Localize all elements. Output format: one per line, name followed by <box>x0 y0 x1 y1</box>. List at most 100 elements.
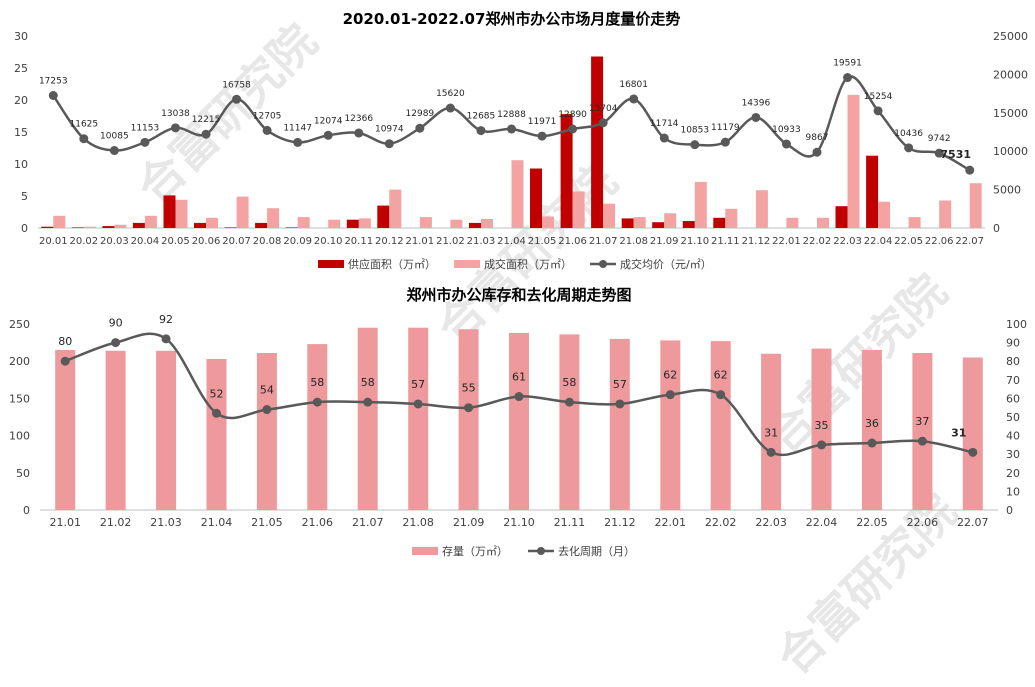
x-tick-label: 21.06 <box>558 236 587 247</box>
legend-label: 存量（万㎡） <box>442 544 508 558</box>
data-label: 12366 <box>344 114 373 124</box>
supply-bar <box>163 195 176 228</box>
deal-bar <box>236 196 249 228</box>
line-point <box>363 397 373 407</box>
line-point <box>201 129 211 139</box>
line-point <box>904 143 914 153</box>
line-point <box>665 390 675 400</box>
deal-bar <box>939 200 952 228</box>
data-label: 12888 <box>497 110 526 120</box>
line-point <box>323 130 333 140</box>
x-tick-label: 21.12 <box>604 516 636 529</box>
line-point <box>111 338 121 348</box>
data-label: 62 <box>714 369 728 382</box>
x-tick-label: 22.02 <box>705 516 737 529</box>
x-tick-label: 21.05 <box>251 516 283 529</box>
line-point <box>629 94 639 104</box>
x-tick-label: 21.10 <box>680 236 709 247</box>
x-tick-label: 22.06 <box>925 236 954 247</box>
data-label: 15620 <box>436 89 465 99</box>
legend-label: 成交均价（元/㎡） <box>620 257 712 271</box>
line-point <box>413 399 423 409</box>
deal-bar <box>725 208 738 228</box>
data-label: 12989 <box>406 109 435 119</box>
y-left-tick-label: 200 <box>9 355 30 368</box>
line-point <box>812 147 822 157</box>
data-label: 16801 <box>619 80 648 90</box>
deal-bar <box>206 217 218 228</box>
x-tick-label: 21.02 <box>100 516 132 529</box>
data-label: 55 <box>462 382 476 395</box>
x-tick-label: 21.03 <box>467 236 496 247</box>
line-point <box>564 397 574 407</box>
y-right-tick-label: 20 <box>1006 467 1020 480</box>
data-label: 58 <box>310 376 324 389</box>
line-point <box>965 165 975 175</box>
line-point <box>598 118 608 128</box>
line-point <box>514 392 524 402</box>
y-left-tick-label: 10 <box>14 158 28 171</box>
data-label: 58 <box>361 376 375 389</box>
line-point <box>48 90 58 100</box>
stock-bar <box>861 350 882 510</box>
legend-swatch <box>454 260 480 268</box>
legend-label: 去化周期（月） <box>558 544 635 558</box>
supply-bar <box>560 114 573 228</box>
deal-bar <box>755 190 768 228</box>
line-point <box>751 112 761 122</box>
deal-bar <box>53 215 66 228</box>
x-tick-label: 22.04 <box>806 516 838 529</box>
y-right-tick-label: 0 <box>1006 504 1013 517</box>
x-tick-label: 20.02 <box>70 236 99 247</box>
supply-bar <box>132 222 145 228</box>
supply-bar <box>621 218 634 228</box>
line-point <box>507 124 516 134</box>
y-right-tick-label: 50 <box>1006 411 1020 424</box>
data-label: 62 <box>663 369 677 382</box>
x-tick-label: 21.07 <box>352 516 384 529</box>
x-tick-label: 21.07 <box>589 236 618 247</box>
deal-bar <box>175 199 188 228</box>
y-right-tick-label: 70 <box>1006 374 1020 387</box>
x-tick-label: 21.05 <box>528 236 557 247</box>
y-right-tick-label: 30 <box>1006 448 1020 461</box>
line-point <box>415 123 425 133</box>
y-left-tick-label: 20 <box>14 94 28 107</box>
supply-bar <box>71 227 84 228</box>
x-tick-label: 21.08 <box>619 236 648 247</box>
supply-bar <box>224 227 237 228</box>
data-label: 10933 <box>772 125 801 135</box>
line-point <box>568 124 578 134</box>
line-point <box>968 447 978 457</box>
line-point <box>60 356 70 366</box>
x-tick-label: 22.03 <box>833 236 862 247</box>
legend-swatch <box>599 260 607 268</box>
line-point <box>161 334 171 344</box>
data-label: 11147 <box>283 123 312 133</box>
data-label: 61 <box>512 371 526 384</box>
y-left-tick-label: 0 <box>21 222 28 235</box>
x-tick-label: 22.01 <box>655 516 687 529</box>
stock-bar <box>660 340 681 510</box>
x-tick-label: 21.04 <box>497 236 526 247</box>
deal-bar <box>358 218 371 228</box>
line-point <box>817 440 827 450</box>
x-tick-label: 21.08 <box>402 516 434 529</box>
stock-bar <box>710 341 731 510</box>
data-label: 11625 <box>70 120 99 130</box>
data-label: 11714 <box>650 119 679 129</box>
supply-bar <box>41 226 54 228</box>
x-tick-label: 21.11 <box>554 516 586 529</box>
y-right-tick-label: 10 <box>1006 485 1020 498</box>
x-tick-label: 22.01 <box>772 236 801 247</box>
data-label: 19591 <box>833 59 862 69</box>
deal-bar <box>969 183 982 228</box>
line-point <box>262 125 272 135</box>
x-tick-label: 20.12 <box>375 236 404 247</box>
data-label: 37 <box>915 415 929 428</box>
stock-bar <box>761 353 782 510</box>
deal-bar <box>144 215 157 228</box>
stock-bar <box>559 334 580 510</box>
legend-label: 成交面积（万㎡） <box>484 257 572 271</box>
data-label: 10974 <box>375 125 404 135</box>
